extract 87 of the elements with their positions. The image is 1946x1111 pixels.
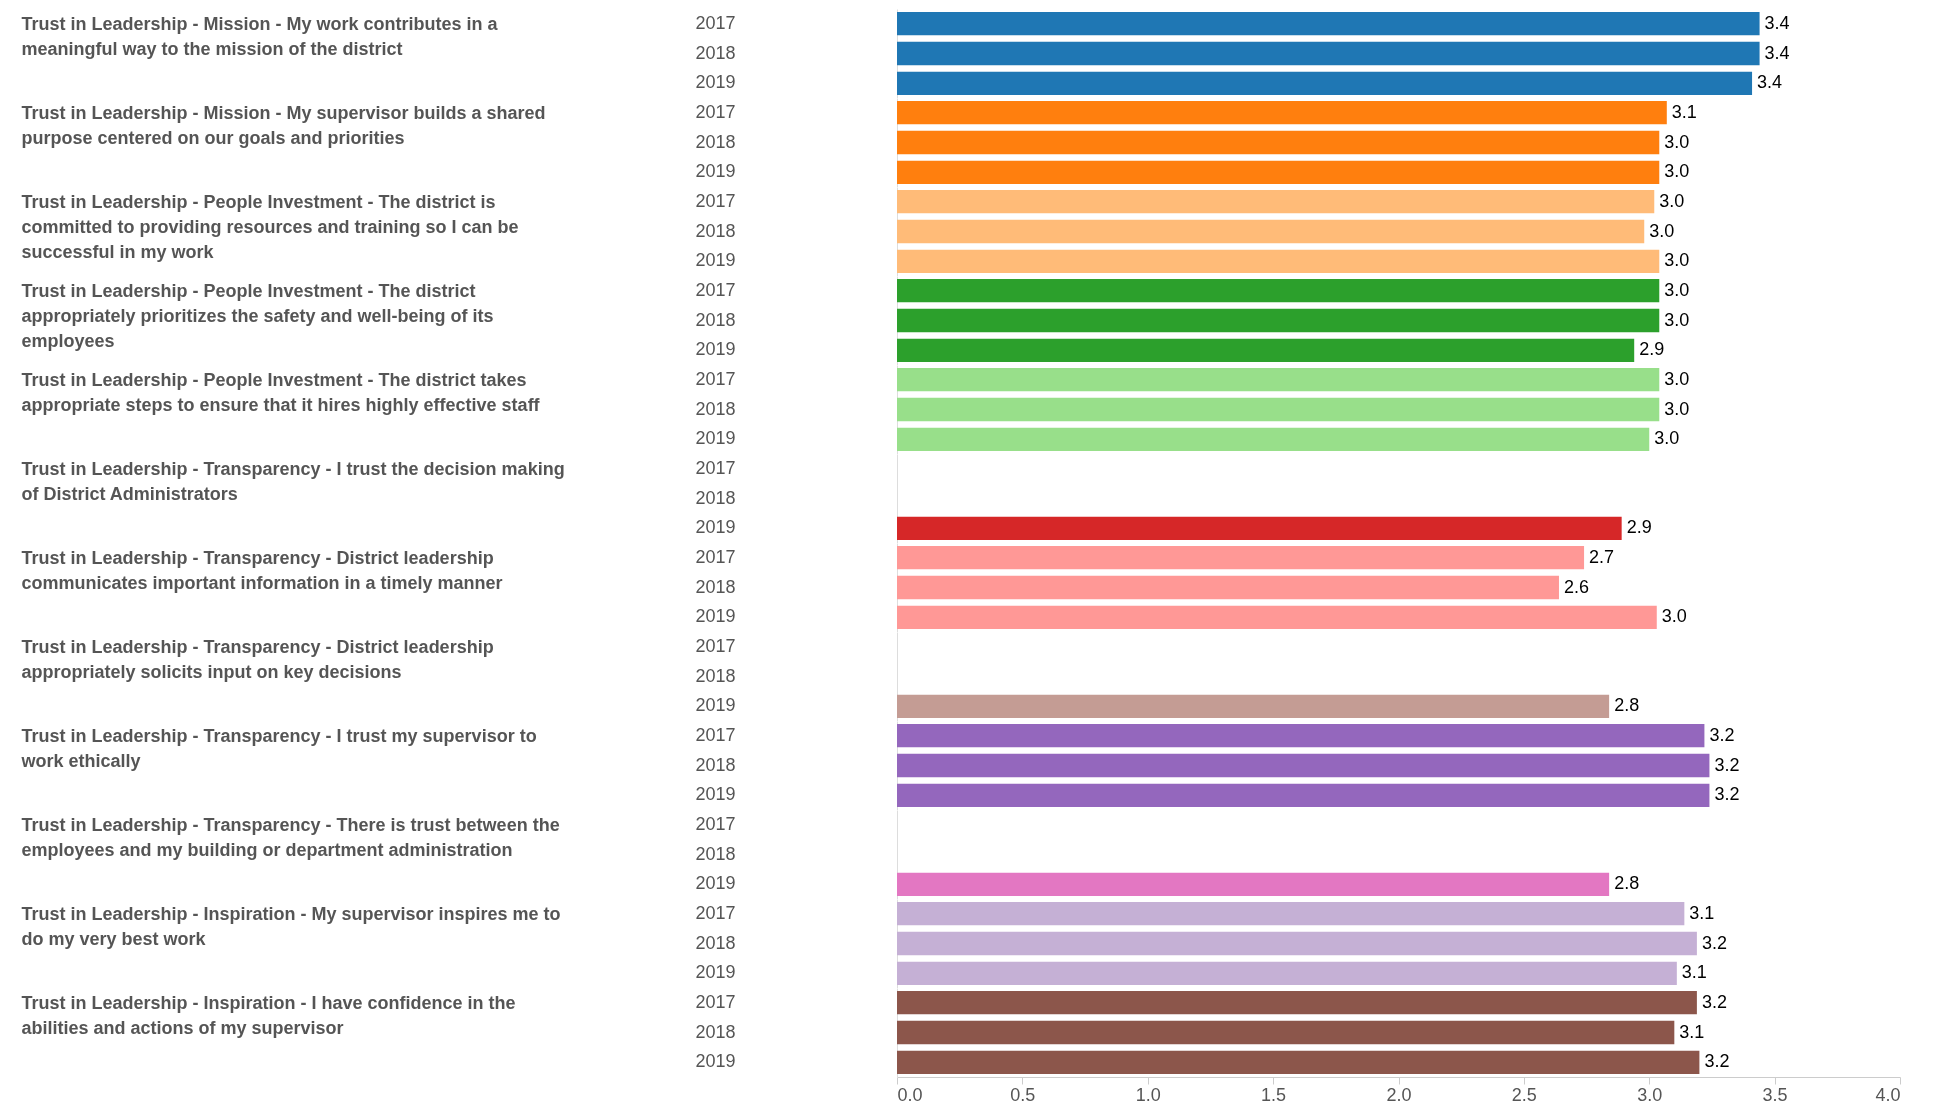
data-label: 3.1 — [1671, 101, 1697, 122]
x-tick-label: 0.0 — [897, 1084, 923, 1105]
data-label: 3.1 — [1679, 1021, 1705, 1042]
y-tick-label: 2019 — [695, 161, 736, 182]
x-tick-label: 1.0 — [1135, 1084, 1161, 1105]
y-axis-title: Trust in Leadership - Transparency - I trust the decision making of District Administrators — [21, 458, 565, 504]
y-axis-title: Trust in Leadership - Inspiration - My supervisor inspires me to do my very best work — [21, 903, 561, 949]
y-tick-label: 2019 — [695, 1051, 736, 1072]
data-label: 3.0 — [1661, 606, 1687, 627]
data-label: 3.0 — [1664, 398, 1690, 419]
data-label: 2.7 — [1589, 546, 1615, 567]
x-tick-label: 2.5 — [1511, 1084, 1537, 1105]
y-tick-label: 2019 — [695, 250, 736, 271]
y-tick-label: 2018 — [695, 576, 736, 597]
data-label: 3.0 — [1654, 428, 1680, 449]
y-tick-label: 2018 — [695, 665, 736, 686]
data-label: 3.0 — [1659, 190, 1685, 211]
y-tick-label: 2017 — [695, 190, 736, 211]
y-tick-label: 2018 — [695, 131, 736, 152]
y-axis-title: Trust in Leadership - Transparency - There is trust between the employees and my building or department administration — [21, 814, 560, 860]
y-axis-title: Trust in Leadership - People Investment - The district takes appropriate steps to ensure that it hires highly effective staff — [21, 369, 541, 415]
data-label: 2.8 — [1614, 873, 1640, 894]
x-tick-label: 3.0 — [1637, 1084, 1663, 1105]
x-tick-label: 3.5 — [1762, 1084, 1788, 1105]
data-label: 3.0 — [1664, 368, 1690, 389]
y-axis-title: Trust in Leadership - Mission - My work contributes in a meaningful way to the mission of the district — [21, 13, 499, 59]
data-label: 3.2 — [1714, 754, 1740, 775]
y-tick-label: 2019 — [695, 606, 736, 627]
data-label: 3.0 — [1664, 250, 1690, 271]
data-label: 2.8 — [1614, 695, 1640, 716]
data-label: 3.0 — [1664, 131, 1690, 152]
y-tick-label: 2018 — [695, 932, 736, 953]
y-tick-label: 2019 — [695, 339, 736, 360]
data-label: 2.9 — [1639, 339, 1665, 360]
y-tick-label: 2017 — [695, 12, 736, 33]
y-axis-title: Trust in Leadership - People Investment - The district appropriately prioritizes the safety and well-being of its employees — [21, 280, 494, 351]
y-tick-label: 2018 — [695, 398, 736, 419]
y-tick-label: 2018 — [695, 1021, 736, 1042]
y-tick-label: 2017 — [695, 101, 736, 122]
data-label: 3.0 — [1664, 279, 1690, 300]
y-axis-title: Trust in Leadership - Mission - My supervisor builds a shared purpose centered on our goals and priorities — [21, 102, 546, 148]
data-label: 2.6 — [1563, 576, 1590, 597]
y-tick-label: 2019 — [695, 962, 736, 983]
data-label: 3.2 — [1714, 784, 1740, 805]
data-label: 3.2 — [1701, 932, 1727, 953]
data-label: 3.2 — [1704, 1051, 1730, 1072]
data-label: 3.4 — [1764, 12, 1790, 33]
y-tick-label: 2019 — [695, 695, 736, 716]
data-label: 3.1 — [1681, 962, 1707, 983]
y-axis-title: Trust in Leadership - Transparency - District leadership appropriately solicits input on key decisions — [21, 636, 494, 682]
data-label: 3.4 — [1764, 42, 1790, 63]
y-tick-label: 2017 — [695, 546, 736, 567]
y-tick-label: 2018 — [695, 487, 736, 508]
y-tick-label: 2017 — [695, 368, 736, 389]
x-tick-label: 4.0 — [1875, 1084, 1901, 1105]
y-axis-title: Trust in Leadership - Inspiration - I have confidence in the abilities and actions of my supervisor — [21, 992, 516, 1038]
y-axis-title: Trust in Leadership - Transparency - District leadership communicates important information in a timely manner — [21, 547, 503, 593]
data-label: 3.2 — [1701, 991, 1727, 1012]
y-tick-label: 2018 — [695, 754, 736, 775]
y-tick-label: 2017 — [695, 724, 736, 745]
data-label: 2.9 — [1626, 517, 1652, 538]
y-tick-label: 2019 — [695, 72, 736, 93]
data-label: 3.2 — [1709, 724, 1735, 745]
data-label: 3.0 — [1664, 309, 1690, 330]
data-label: 3.1 — [1689, 902, 1715, 923]
y-tick-label: 2019 — [695, 784, 736, 805]
y-tick-label: 2018 — [695, 309, 736, 330]
y-axis-title: Trust in Leadership - People Investment - The district is committed to providing resources and training so I can be successful in my work — [21, 191, 519, 262]
y-tick-label: 2019 — [695, 873, 736, 894]
y-tick-label: 2017 — [695, 635, 736, 656]
x-tick-label: 0.5 — [1010, 1084, 1036, 1105]
x-tick-label: 1.5 — [1261, 1084, 1287, 1105]
y-tick-label: 2017 — [695, 991, 736, 1012]
y-tick-label: 2018 — [695, 220, 736, 241]
y-axis-title: Trust in Leadership - Transparency - I trust my supervisor to work ethically — [20, 725, 537, 771]
y-tick-label: 2017 — [695, 457, 736, 478]
y-tick-label: 2017 — [695, 813, 736, 834]
y-tick-label: 2017 — [695, 902, 736, 923]
data-label: 3.0 — [1664, 161, 1690, 182]
y-tick-label: 2017 — [695, 279, 736, 300]
data-label: 3.0 — [1649, 220, 1675, 241]
y-tick-label: 2019 — [695, 428, 736, 449]
x-tick-label: 2.0 — [1386, 1084, 1412, 1105]
y-tick-label: 2018 — [695, 42, 736, 63]
data-label: 3.4 — [1757, 72, 1783, 93]
y-tick-label: 2019 — [695, 517, 736, 538]
y-tick-label: 2018 — [695, 843, 736, 864]
